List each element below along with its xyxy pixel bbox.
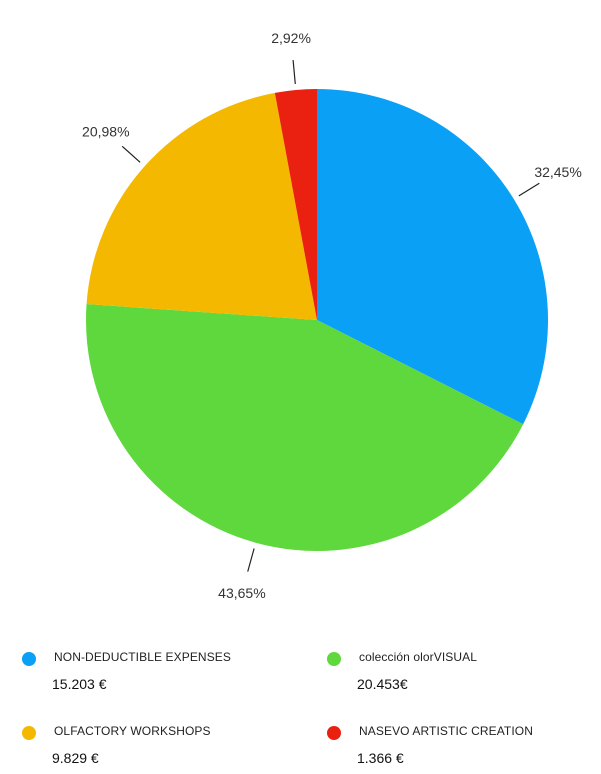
leader-line-non-deductible-expenses: [518, 182, 540, 197]
legend-item-nasevo-artistic-creation: NASEVO ARTISTIC CREATION 1.366 €: [327, 724, 587, 774]
legend-item-olfactory-workshops: OLFACTORY WORKSHOPS 9.829 €: [22, 724, 282, 774]
legend-label: colección olorVISUAL: [359, 650, 478, 664]
leader-line-coleccion-olorvisual: [247, 548, 255, 572]
pie-slice-nasevo-artistic-creation: [274, 89, 317, 320]
legend-item-coleccion-olorvisual: colección olorVISUAL 20.453€: [327, 650, 587, 700]
pie-slice-olfactory-workshops: [86, 92, 317, 320]
pie-slice-non-deductible-expenses: [317, 89, 548, 425]
pct-label-non-deductible-expenses: 32,45%: [534, 164, 581, 180]
pct-label-nasevo-artistic-creation: 2,92%: [271, 30, 311, 46]
legend-item-non-deductible-expenses: NON-DEDUCTIBLE EXPENSES 15.203 €: [22, 650, 282, 700]
legend-swatch-coleccion-olorvisual: [327, 652, 341, 666]
pct-label-olfactory-workshops: 20,98%: [82, 124, 129, 140]
legend-label: NASEVO ARTISTIC CREATION: [359, 724, 533, 738]
legend-swatch-nasevo-artistic-creation: [327, 726, 341, 740]
pct-label-coleccion-olorvisual: 43,65%: [218, 585, 265, 601]
legend-swatch-olfactory-workshops: [22, 726, 36, 740]
pie-slice-coleccion-olorvisual: [85, 304, 524, 551]
legend-label: OLFACTORY WORKSHOPS: [54, 724, 211, 738]
pie-chart: 32,45% 43,65% 20,98% 2,92%: [82, 30, 582, 601]
legend-swatch-non-deductible-expenses: [22, 652, 36, 666]
legend-label: NON-DEDUCTIBLE EXPENSES: [54, 650, 232, 664]
leader-line-nasevo-artistic-creation: [292, 60, 296, 85]
legend-amount: 1.366 €: [357, 750, 404, 766]
legend-amount: 9.829 €: [52, 750, 99, 766]
legend-amount: 20.453€: [357, 676, 408, 692]
legend-amount: 15.203 €: [52, 676, 107, 692]
leader-line-olfactory-workshops: [121, 145, 141, 163]
